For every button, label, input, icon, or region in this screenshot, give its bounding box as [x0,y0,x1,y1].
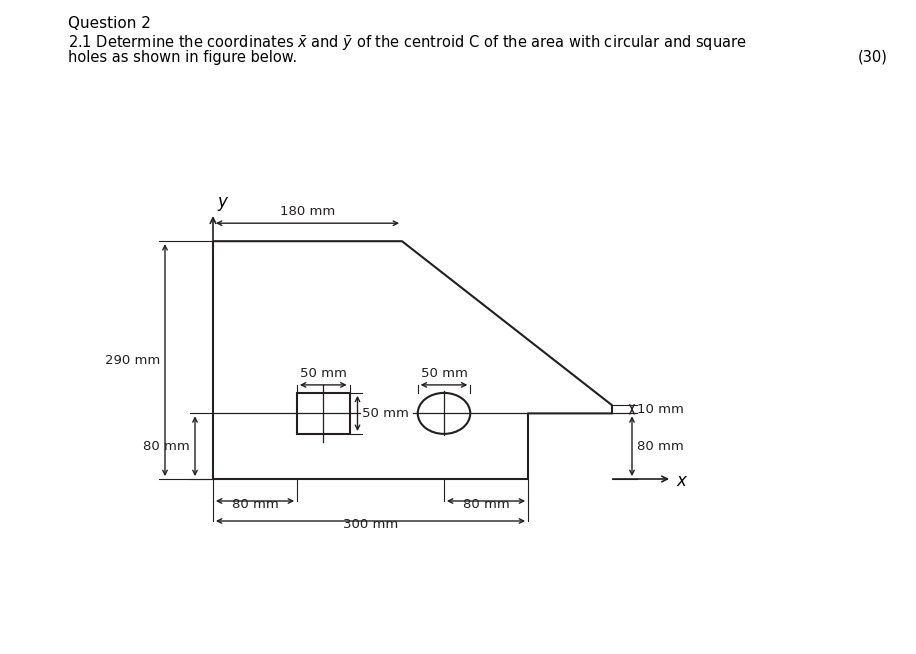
Text: 50 mm: 50 mm [363,407,409,420]
Text: y: y [217,193,227,211]
Text: (30): (30) [858,50,888,65]
Text: 50 mm: 50 mm [300,367,346,380]
Text: 180 mm: 180 mm [280,205,335,218]
Text: 2.1 Determine the coordinates $\bar{x}$ and $\bar{y}$ of the centroid C of the a: 2.1 Determine the coordinates $\bar{x}$ … [68,34,747,53]
Text: 80 mm: 80 mm [637,439,683,453]
Text: 290 mm: 290 mm [104,354,160,367]
Text: 10 mm: 10 mm [637,403,684,416]
Text: Question 2: Question 2 [68,16,151,31]
Text: 80 mm: 80 mm [463,498,509,511]
Bar [297,393,350,434]
Text: holes as shown in figure below.: holes as shown in figure below. [68,50,297,65]
Text: 50 mm: 50 mm [420,367,467,380]
Text: x: x [676,472,686,490]
Text: 80 mm: 80 mm [143,439,190,453]
Text: 80 mm: 80 mm [232,498,278,511]
Text: 300 mm: 300 mm [343,518,398,531]
